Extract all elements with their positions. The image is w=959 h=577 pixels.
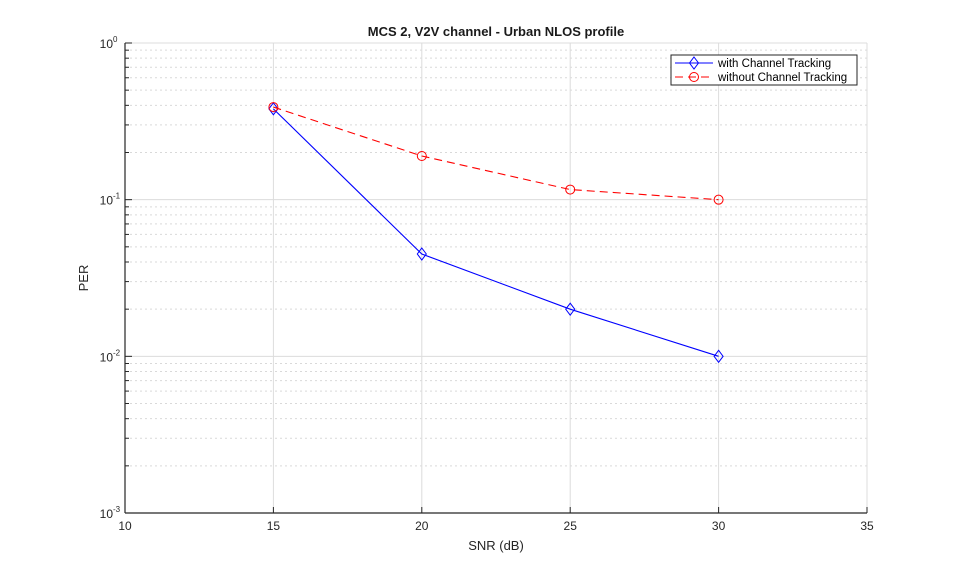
y-tick-exponent: -3: [113, 505, 121, 514]
x-tick-label: 10: [118, 519, 132, 533]
y-tick-exponent: -1: [113, 192, 121, 201]
series-line: [273, 108, 719, 357]
axes-background: [125, 43, 867, 513]
y-tick-exponent: 0: [113, 35, 118, 44]
circle-marker-icon: [565, 184, 576, 195]
series-with-tracking: [268, 102, 724, 364]
axes-lines: [124, 42, 868, 514]
legend-item[interactable]: with Channel Tracking: [675, 56, 831, 70]
legend[interactable]: with Channel Tracking without Channel Tra…: [670, 54, 858, 86]
y-tick-label: 10: [100, 507, 114, 521]
y-tick-label: 10: [100, 37, 114, 51]
legend-label: with Channel Tracking: [717, 58, 831, 70]
circle-legend-marker-icon: [689, 72, 699, 82]
series-line: [273, 106, 719, 201]
diamond-marker-icon: [416, 247, 427, 261]
circle-marker-icon: [713, 194, 724, 205]
series-without-tracking: [268, 102, 724, 205]
diamond-legend-marker-icon: [688, 56, 700, 70]
legend-item[interactable]: without Channel Tracking: [675, 72, 847, 84]
y-tick-label: 10: [100, 194, 114, 208]
x-tick-label: 15: [267, 519, 281, 533]
y-tick-label: 10: [100, 350, 114, 364]
x-tick-label: 35: [860, 519, 874, 533]
diamond-marker-icon: [565, 302, 576, 317]
chart-title: MCS 2, V2V channel - Urban NLOS profile: [368, 24, 624, 39]
diamond-marker-icon: [713, 349, 724, 364]
x-tick-label: 30: [712, 519, 726, 533]
y-tick-exponent: -2: [113, 348, 121, 357]
x-tick-label: 25: [564, 519, 578, 533]
legend-label: without Channel Tracking: [717, 72, 847, 84]
circle-marker-icon: [416, 150, 427, 161]
legend-box: [670, 54, 858, 86]
x-axis-label: SNR (dB): [468, 538, 524, 553]
circle-marker-icon: [268, 102, 279, 113]
y-axis-label: PER: [76, 265, 91, 292]
series-layer: [268, 102, 724, 364]
x-tick-label: 20: [415, 519, 429, 533]
diamond-marker-icon: [268, 102, 279, 116]
